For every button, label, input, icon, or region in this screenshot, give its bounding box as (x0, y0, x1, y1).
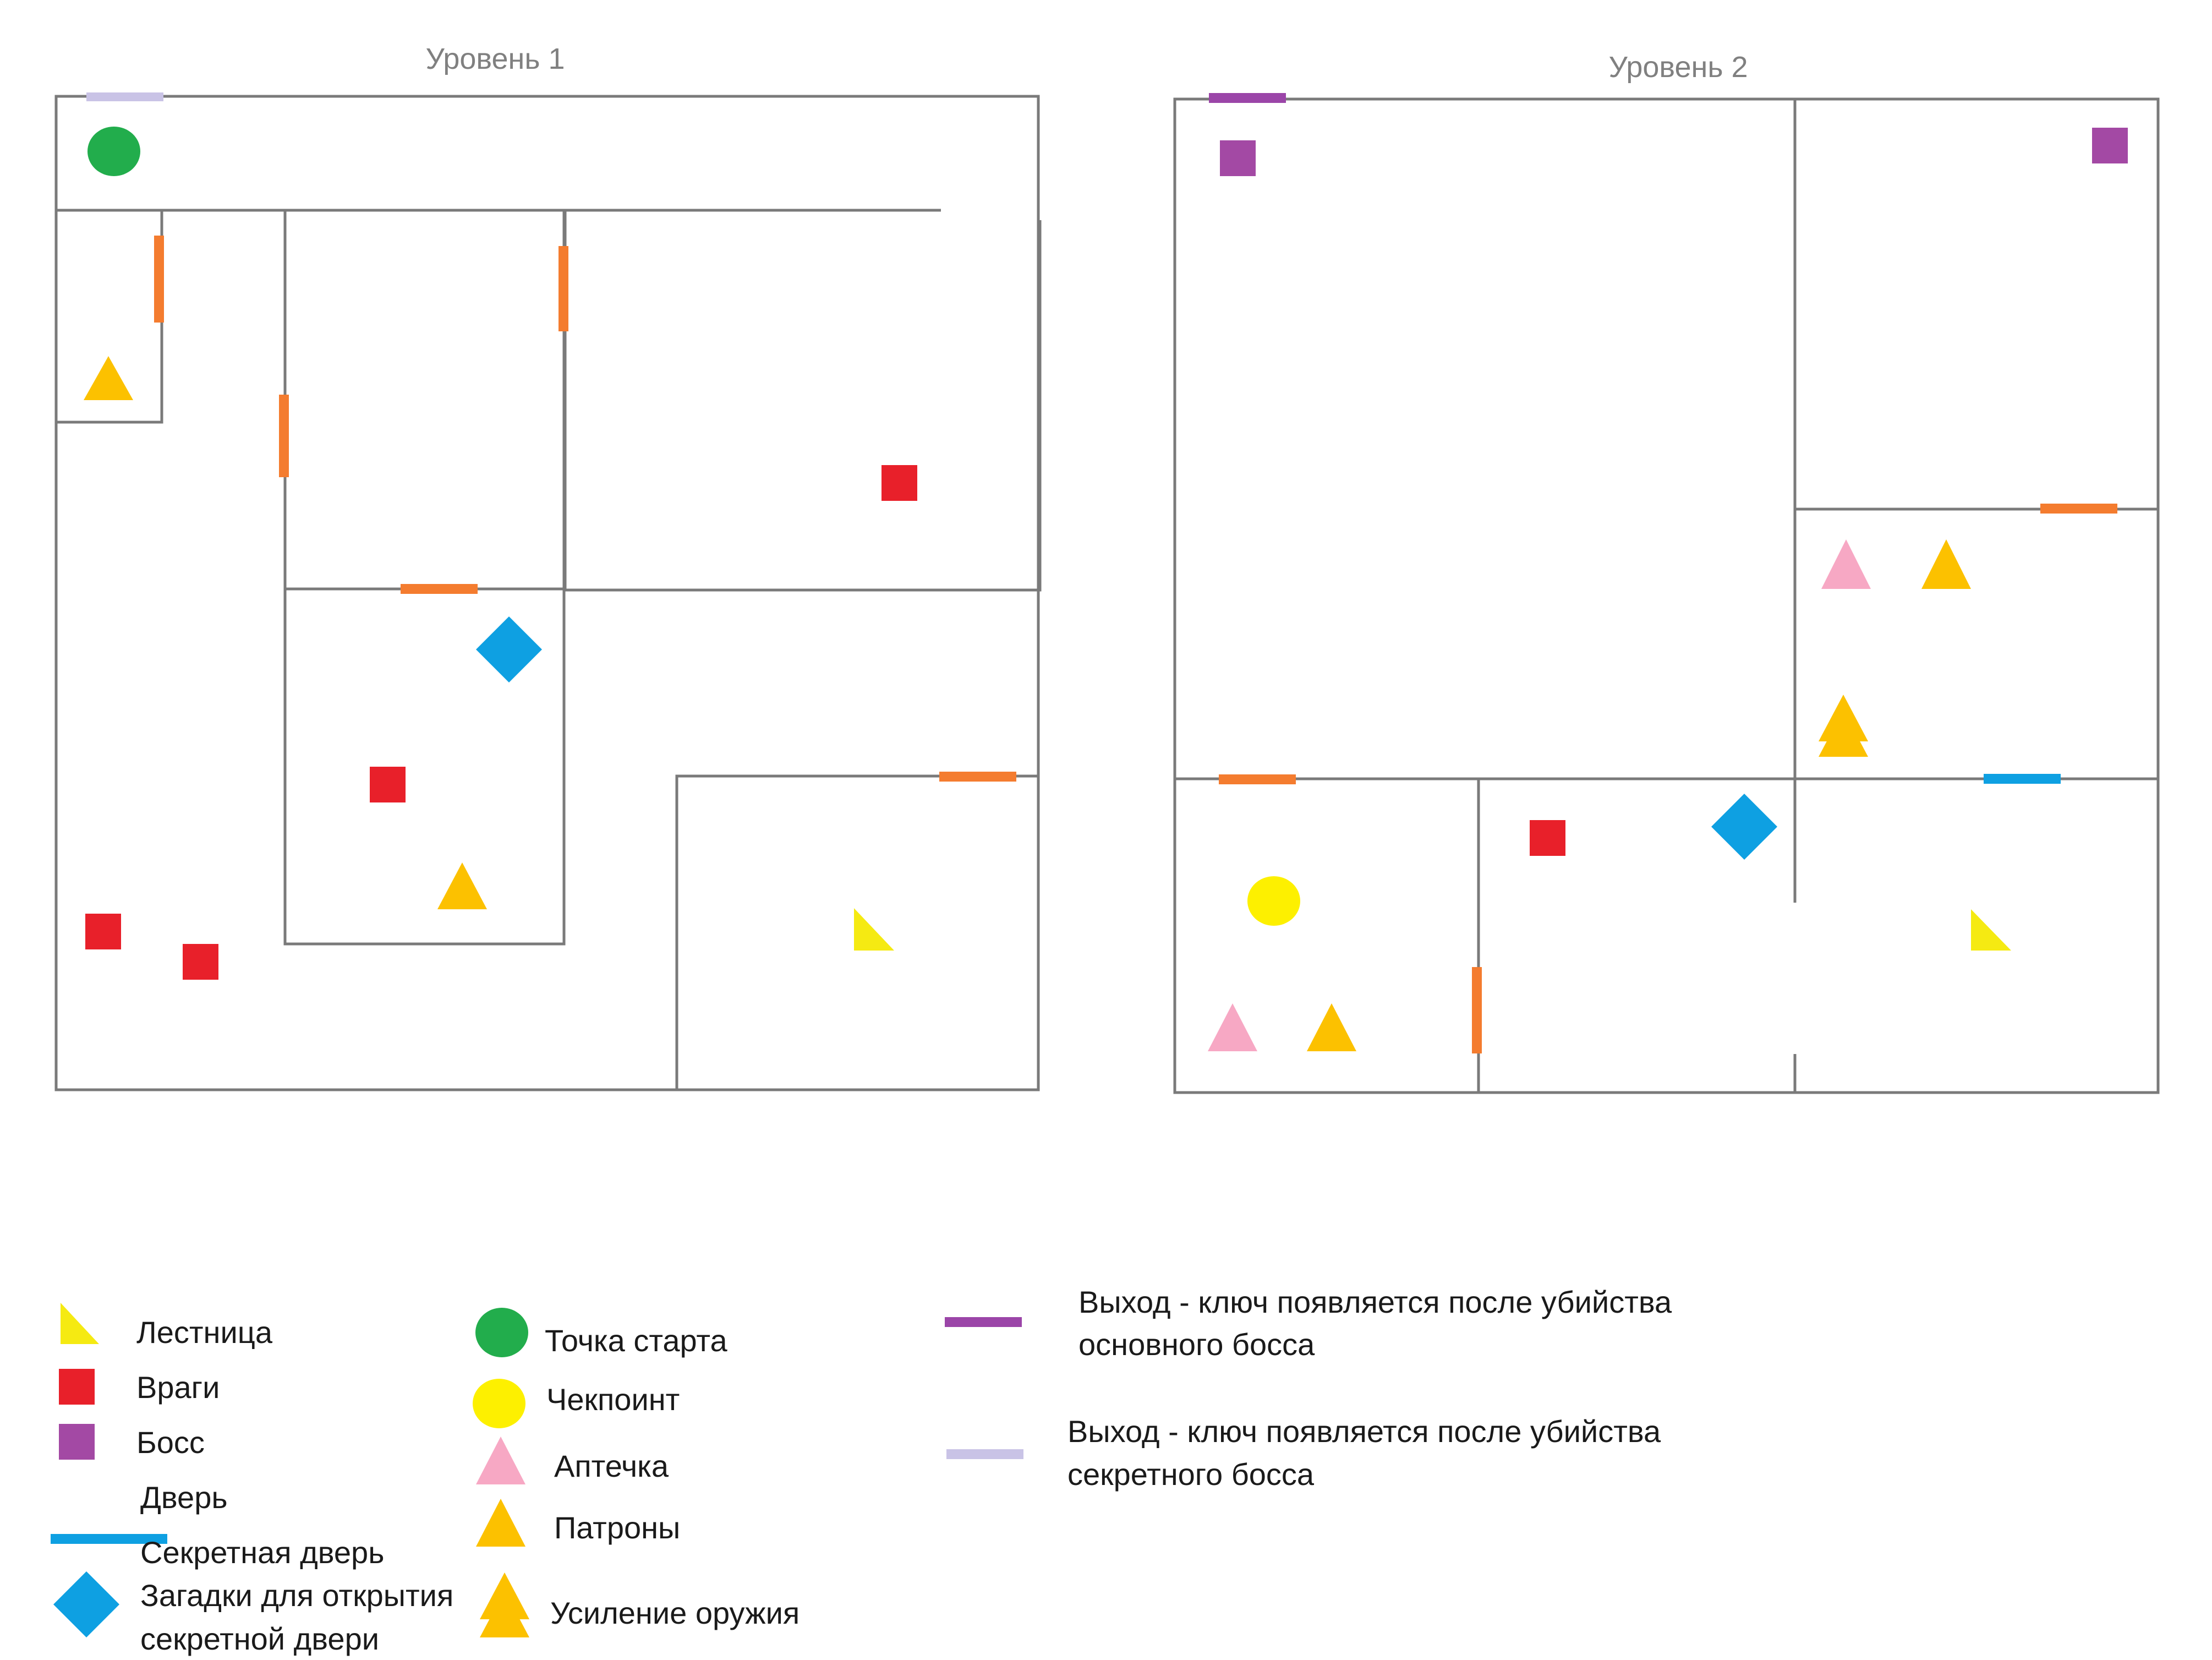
legend-label-stairs: Лестница (136, 1315, 273, 1350)
legend-item-boss: Босс (59, 1424, 205, 1460)
exit-secret-boss-marker (86, 92, 163, 101)
enemy-marker (1530, 820, 1565, 856)
door-marker (154, 236, 164, 323)
boss-marker (1220, 140, 1256, 176)
checkpoint-marker (1247, 876, 1300, 926)
enemy-marker (183, 944, 218, 980)
level-1-outer-wall (54, 95, 1040, 1091)
door-marker (939, 772, 1016, 782)
enemy-icon (59, 1369, 95, 1405)
legend-label-exit-main-line1: Выход - ключ появляется после убийства (1078, 1285, 1672, 1319)
ammo-icon (476, 1499, 525, 1547)
legend-item-secret-door: Секретная дверь (51, 1534, 384, 1570)
ammo-marker (437, 862, 487, 909)
legend-item-exit-main: Выход - ключ появляется после убийства о… (945, 1285, 1672, 1362)
enemy-marker (881, 465, 917, 501)
medkit-marker (1208, 1003, 1257, 1051)
boss-marker (2092, 128, 2128, 163)
level-2-map: Уровень 2 (1173, 51, 2160, 1094)
door-marker (2040, 504, 2117, 514)
legend-label-boss: Босс (136, 1425, 205, 1460)
door-marker (559, 246, 568, 331)
puzzle-icon (53, 1571, 119, 1637)
legend-label-secret-door: Секретная дверь (140, 1535, 384, 1570)
legend-label-exit-secret-line2: секретного босса (1067, 1457, 1315, 1492)
door-marker (1472, 967, 1482, 1053)
legend-label-checkpoint: Чекпоинт (546, 1382, 680, 1417)
legend-item-puzzle: Загадки для открытия секретной двери (53, 1571, 453, 1656)
ammo-marker (1921, 539, 1971, 589)
legend-label-puzzle-line2: секретной двери (140, 1621, 379, 1656)
level-1-walls (54, 95, 1042, 1091)
level-1-room-d-wall (675, 774, 1038, 1090)
boss-icon (59, 1424, 95, 1460)
legend-label-exit-main-line2: основного босса (1078, 1327, 1315, 1362)
legend-item-checkpoint: Чекпоинт (473, 1379, 680, 1428)
legend-label-puzzle-line1: Загадки для открытия (140, 1578, 453, 1613)
legend-label-weapon-upgrade: Усиление оружия (550, 1596, 800, 1630)
level-1-room-a-wall (283, 209, 566, 591)
stairs-marker (854, 908, 894, 951)
level-1-doors (154, 236, 1016, 782)
secret-door-marker (1984, 774, 2061, 784)
exit-secret-icon (946, 1449, 1023, 1459)
puzzle-marker (476, 616, 542, 682)
legend: Лестница Враги Босс Дверь Секретная двер… (51, 1285, 1672, 1656)
door-marker (1219, 774, 1296, 784)
enemy-marker (370, 767, 406, 802)
level-2-title: Уровень 2 (1608, 51, 1748, 84)
legend-item-start: Точка старта (475, 1308, 727, 1358)
ammo-marker (84, 356, 133, 400)
secret-door-icon (51, 1534, 167, 1544)
legend-label-medkit: Аптечка (554, 1449, 669, 1483)
level-2-outer-wall (1173, 97, 2160, 1094)
door-marker (279, 395, 289, 477)
legend-item-medkit: Аптечка (476, 1437, 669, 1484)
level-1-room-c-wall (563, 210, 1042, 592)
stairs-icon (61, 1303, 99, 1344)
medkit-marker (1821, 539, 1871, 589)
legend-item-stairs: Лестница (61, 1303, 273, 1350)
weapon-upgrade-marker (1819, 695, 1868, 757)
legend-label-ammo: Патроны (554, 1510, 680, 1545)
ammo-marker (1307, 1003, 1356, 1051)
exit-main-icon (945, 1317, 1022, 1327)
legend-item-enemies: Враги (59, 1369, 220, 1405)
legend-item-ammo: Патроны (476, 1499, 680, 1547)
level-2-doors (1219, 504, 2117, 1053)
legend-item-weapon-upgrade: Усиление оружия (480, 1572, 800, 1637)
legend-label-door: Дверь (140, 1480, 228, 1515)
medkit-icon (476, 1437, 525, 1484)
legend-label-enemies: Враги (136, 1370, 220, 1405)
stairs-marker (1971, 909, 2011, 951)
legend-item-door: Дверь (140, 1480, 228, 1515)
legend-item-exit-secret: Выход - ключ появляется после убийства с… (946, 1414, 1661, 1492)
legend-label-start: Точка старта (545, 1323, 727, 1358)
door-marker (401, 584, 478, 594)
legend-label-exit-secret-line1: Выход - ключ появляется после убийства (1067, 1414, 1661, 1449)
start-point-marker (87, 127, 140, 176)
level-2-walls (1173, 97, 2160, 1094)
exit-main-boss-marker (1209, 93, 1286, 103)
enemy-marker (85, 914, 121, 949)
level-1-map: Уровень 1 (54, 42, 1042, 1091)
checkpoint-icon (473, 1379, 525, 1428)
level-1-title: Уровень 1 (425, 42, 565, 75)
puzzle-marker (1711, 794, 1777, 860)
start-point-icon (475, 1308, 528, 1357)
